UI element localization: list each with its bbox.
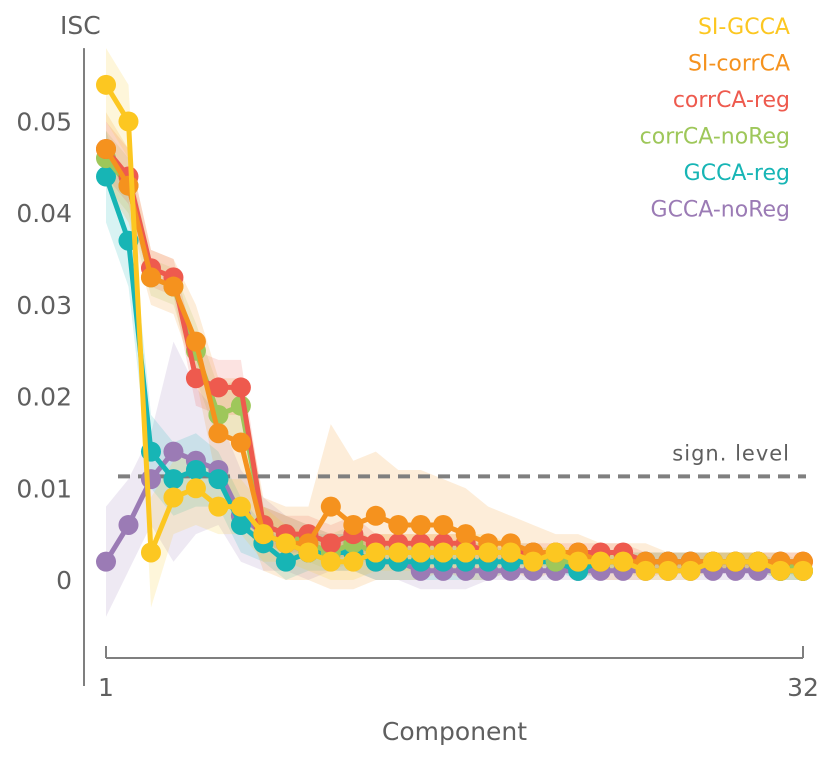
data-point [118,111,139,132]
data-point [365,505,386,526]
series-si-gcca [96,74,813,581]
data-point [343,551,364,572]
significance-label: sign. level [672,441,790,465]
data-point [478,542,499,563]
data-point [388,542,409,563]
data-point [96,551,116,572]
data-point [613,551,634,572]
legend-entry: corrCA-noReg [640,125,790,150]
data-point [590,551,611,572]
legend-entry: GCCA-noReg [651,198,790,223]
data-point [253,524,274,545]
y-axis-title: ISC [60,11,101,40]
y-tick-label: 0.03 [16,291,72,320]
data-point [230,514,251,535]
data-point [163,441,184,462]
data-point [118,175,139,196]
data-point [433,542,454,563]
data-point [523,551,544,572]
confidence-band-si-corrca [106,112,803,590]
data-point [230,496,251,517]
data-point [455,524,476,545]
data-point [185,331,206,352]
data-point [320,551,341,572]
data-point [680,560,701,581]
data-point [410,514,431,535]
y-tick-label: 0.05 [16,108,72,137]
data-point [748,551,769,572]
data-point [208,377,229,398]
data-point [410,542,431,563]
legend: SI-GCCA SI-corrCA corrCA-reg corrCA-noReg GC… [640,15,790,223]
significance-level: sign. level [118,441,806,479]
data-point [365,542,386,563]
legend-entry: SI-GCCA [698,15,790,40]
data-point [185,368,206,389]
axes: 0 0.01 0.02 0.03 0.04 0.05 1 32 ISC Component [16,11,819,746]
data-point [725,551,746,572]
data-point [320,496,341,517]
data-point [96,74,116,95]
series-lines [96,74,813,581]
data-point [545,542,566,563]
data-point [163,487,184,508]
legend-entry: SI-corrCA [688,52,790,77]
data-point [140,542,161,563]
data-point [230,432,251,453]
data-point [208,423,229,444]
data-point [343,514,364,535]
data-point [568,551,589,572]
x-tick-label-last: 32 [787,673,819,702]
data-point [703,551,724,572]
data-point [455,542,476,563]
data-point [185,478,206,499]
y-tick-label: 0 [56,566,72,595]
legend-entry: corrCA-reg [673,88,790,113]
x-tick-label-first: 1 [98,673,114,702]
data-point [658,560,679,581]
y-tick-label: 0.01 [16,474,72,503]
y-tick-labels: 0 0.01 0.02 0.03 0.04 0.05 [16,108,72,596]
data-point [163,469,184,490]
data-point [208,496,229,517]
legend-entry: GCCA-reg [684,161,790,186]
data-point [140,267,161,288]
data-point [96,166,116,187]
data-point [230,377,251,398]
data-point [793,560,813,581]
data-point [163,276,184,297]
data-point [118,514,139,535]
data-point [500,542,521,563]
data-point [275,533,296,554]
data-point [275,551,296,572]
y-tick-label: 0.04 [16,199,72,228]
data-point [208,469,229,490]
data-point [298,542,319,563]
data-point [96,139,116,160]
data-point [635,560,656,581]
data-point [140,469,161,490]
data-point [388,514,409,535]
data-point [770,560,791,581]
data-point [320,533,341,554]
y-tick-label: 0.02 [16,383,72,412]
data-point [433,514,454,535]
x-axis-title: Component [382,717,527,746]
data-point [185,459,206,480]
